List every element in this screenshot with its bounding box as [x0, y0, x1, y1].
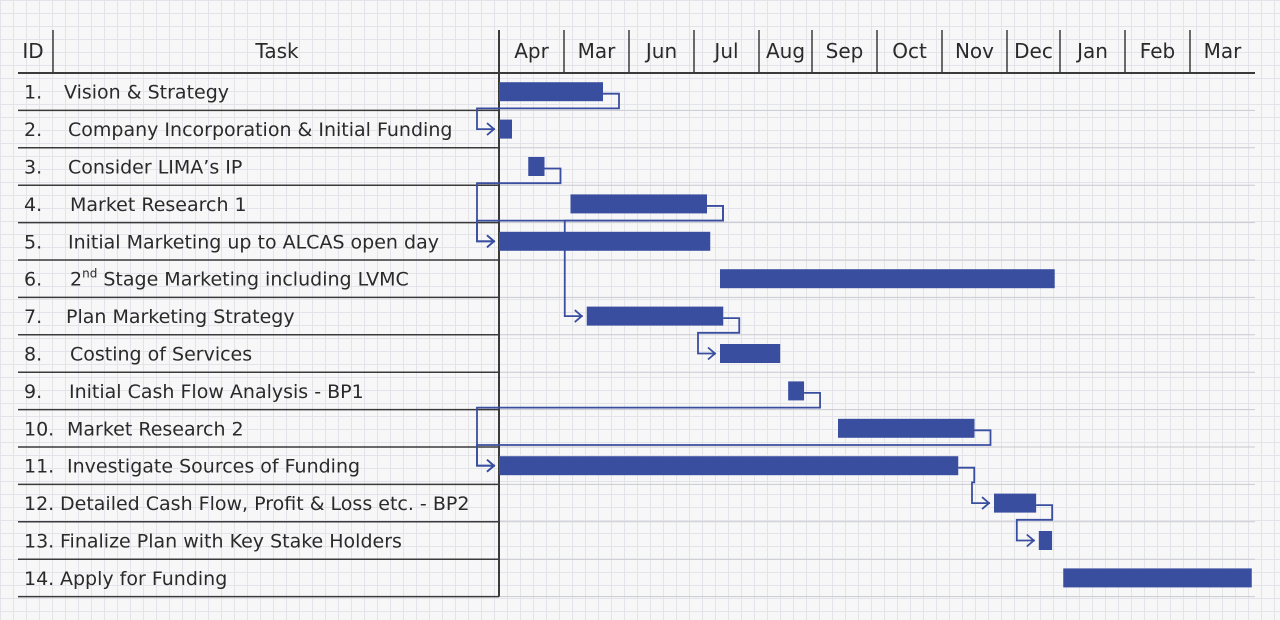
task-number: 10.	[24, 418, 54, 440]
task-label: Consider LIMA’s IP	[68, 157, 242, 179]
dependency-arrowhead	[1026, 533, 1036, 548]
task-number: 6.	[24, 269, 42, 291]
dependency-connector	[1015, 504, 1054, 542]
task-number: 8.	[24, 344, 42, 366]
task-label: Costing of Services	[70, 344, 252, 366]
header-layer: ID Task Apr Mar Jun Jul Aug Sep Oct Nov Dec Jan Feb M…	[22, 39, 1242, 63]
dependency-connector	[476, 167, 562, 243]
task-bar	[1038, 531, 1053, 550]
task-label: Initial Marketing up to ALCAS open day	[68, 231, 439, 253]
task-label: Company Incorporation & Initial Funding	[68, 119, 452, 141]
task-bar	[570, 194, 707, 214]
month-label: Mar	[578, 39, 617, 63]
month-label: Dec	[1014, 39, 1053, 63]
bar-layer	[499, 82, 1252, 588]
month-label: Mar	[1204, 39, 1243, 63]
task-number: 13.	[24, 531, 54, 553]
task-bar	[838, 418, 975, 438]
task-bar	[1063, 568, 1252, 588]
task-label: Plan Marketing Strategy	[66, 306, 295, 328]
task-bar	[528, 157, 545, 176]
dependency-connector	[476, 429, 992, 467]
dependency-arrowhead	[486, 234, 496, 248]
task-number: 1.	[24, 82, 42, 104]
task-label: Apply for Funding	[60, 568, 227, 590]
month-label: Sep	[826, 39, 864, 63]
dependency-connector	[476, 392, 821, 467]
task-label: Vision & Strategy	[64, 82, 229, 104]
month-label: Jul	[712, 39, 738, 63]
month-label: Oct	[892, 39, 927, 63]
dependency-layer	[476, 92, 1054, 548]
task-bar	[720, 269, 1055, 289]
task-bar	[499, 456, 959, 476]
task-bar	[586, 306, 724, 326]
dependency-arrowhead	[574, 309, 584, 323]
task-bar	[720, 344, 781, 363]
grid-layer	[18, 30, 1255, 598]
dependency-arrowhead	[486, 122, 496, 136]
task-bar	[788, 381, 805, 401]
task-bar	[499, 231, 711, 251]
task-number: 4.	[24, 194, 42, 216]
task-number: 7.	[24, 306, 42, 328]
task-bar	[994, 493, 1037, 513]
task-number: 5.	[24, 231, 42, 253]
task-bar	[499, 119, 512, 139]
dependency-arrowhead	[981, 496, 991, 510]
month-label: Feb	[1140, 39, 1175, 63]
task-bar	[499, 82, 603, 102]
dependency-arrowhead	[707, 346, 717, 361]
dependency-connector	[476, 92, 620, 130]
month-label: Jun	[644, 39, 677, 63]
task-list: 1. Vision & Strategy 2. Company Incorporati…	[24, 82, 469, 590]
dependency-connector	[697, 317, 741, 355]
task-number: 9.	[24, 381, 42, 403]
month-label: Nov	[955, 39, 994, 63]
task-number: 14.	[24, 568, 54, 590]
task-label: Initial Cash Flow Analysis - BP1	[69, 381, 364, 403]
task-label: Finalize Plan with Key Stake Holders	[60, 531, 402, 553]
task-header: Task	[254, 39, 299, 63]
dependency-connector	[958, 466, 990, 504]
month-label: Jan	[1075, 39, 1108, 63]
month-label: Aug	[766, 39, 805, 63]
task-number: 12.	[24, 493, 54, 515]
task-label: Investigate Sources of Funding	[67, 456, 360, 478]
task-label: 2nd Stage Marketing including LVMC	[70, 267, 409, 291]
dependency-connector	[563, 205, 724, 317]
task-label: Market Research 1	[70, 194, 247, 216]
task-label: Market Research 2	[67, 418, 244, 440]
task-label: Detailed Cash Flow, Profit & Loss etc. -…	[60, 493, 469, 515]
task-number: 11.	[24, 456, 54, 478]
task-number: 2.	[24, 119, 42, 141]
id-header: ID	[22, 39, 43, 63]
dependency-arrowhead	[486, 459, 496, 473]
task-number: 3.	[24, 157, 42, 179]
month-label: Apr	[514, 39, 549, 63]
